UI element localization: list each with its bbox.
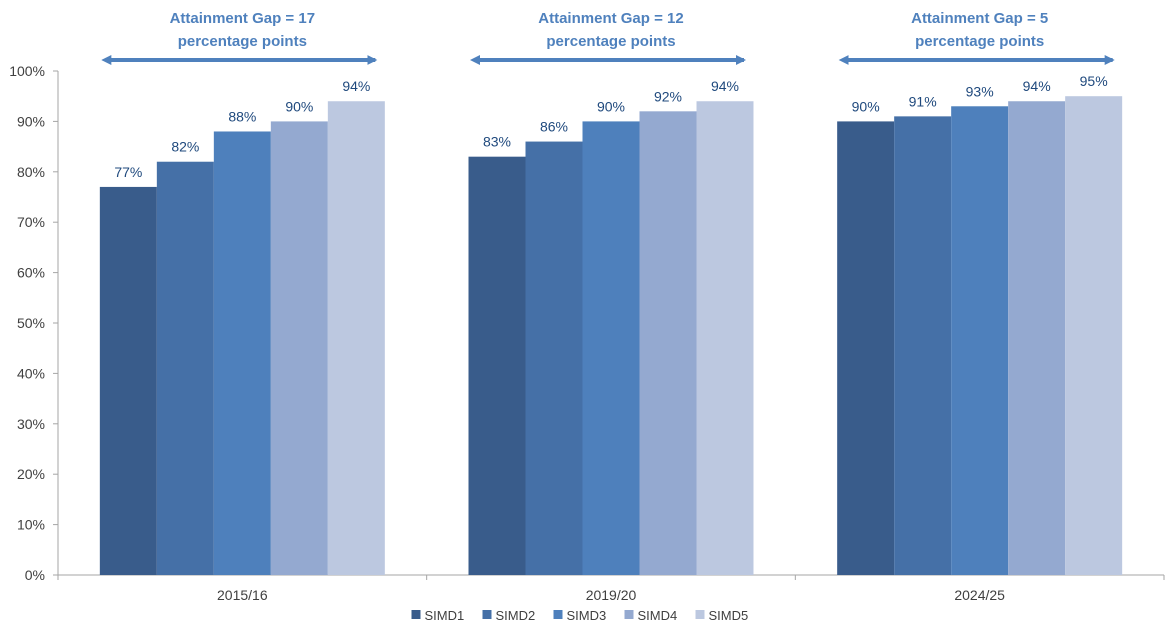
y-tick-label: 80% bbox=[17, 164, 45, 180]
y-tick-label: 0% bbox=[25, 567, 45, 583]
y-tick-label: 70% bbox=[17, 214, 45, 230]
data-label: 90% bbox=[285, 98, 313, 114]
gap-annotation-line1: Attainment Gap = 12 bbox=[538, 10, 683, 27]
legend-label-simd3: SIMD3 bbox=[567, 608, 607, 623]
legend-swatch-simd2 bbox=[482, 610, 492, 619]
gap-annotation-line1: Attainment Gap = 17 bbox=[170, 10, 315, 27]
bar-simd2-1 bbox=[525, 141, 583, 575]
data-label: 83% bbox=[483, 134, 511, 150]
bar-simd5-2 bbox=[1065, 96, 1123, 575]
data-labels-group: 77% 82% 88% 90% 94% 83% 86% 90% 92% 94% 90% 91% 93% 9… bbox=[114, 73, 1107, 180]
gap-annotation-line1: Attainment Gap = 5 bbox=[911, 10, 1048, 27]
data-label: 82% bbox=[171, 139, 199, 155]
data-label: 94% bbox=[711, 78, 739, 94]
legend-swatch-simd5 bbox=[695, 610, 705, 619]
y-tick-label: 30% bbox=[17, 416, 45, 432]
y-tick-label: 100% bbox=[9, 63, 45, 79]
x-tick-label: 2019/20 bbox=[586, 587, 637, 603]
legend-label-simd5: SIMD5 bbox=[709, 608, 749, 623]
bar-simd3-1 bbox=[582, 121, 640, 576]
legend-label-simd2: SIMD2 bbox=[496, 608, 536, 623]
y-tick-label: 60% bbox=[17, 265, 45, 281]
annotations-group: Attainment Gap = 17 percentage points Atta… bbox=[101, 10, 1115, 65]
legend-label-simd1: SIMD1 bbox=[425, 608, 465, 623]
y-tick-label: 50% bbox=[17, 315, 45, 331]
gap-annotation-line2: percentage points bbox=[178, 33, 307, 50]
data-label: 86% bbox=[540, 119, 568, 135]
y-axis: 0% 10% 20% 30% 40% 50% 60% 70% 80% 90% 100% bbox=[9, 63, 59, 583]
data-label: 92% bbox=[654, 88, 682, 104]
bar-simd5-0 bbox=[327, 101, 385, 576]
data-label: 90% bbox=[597, 98, 625, 114]
bar-simd4-0 bbox=[270, 121, 328, 576]
bar-simd1-0 bbox=[99, 186, 157, 576]
legend-swatch-simd3 bbox=[553, 610, 563, 619]
gap-annotation-line2: percentage points bbox=[915, 33, 1044, 50]
bar-simd4-1 bbox=[639, 111, 697, 575]
y-tick-label: 10% bbox=[17, 517, 45, 533]
data-label: 94% bbox=[342, 78, 370, 94]
x-axis: 2015/16 2019/20 2024/25 bbox=[57, 574, 1165, 603]
bar-simd2-0 bbox=[156, 161, 214, 575]
bar-simd3-2 bbox=[951, 106, 1009, 575]
y-tick-label: 90% bbox=[17, 113, 45, 129]
bar-simd1-1 bbox=[468, 156, 526, 575]
legend-swatch-simd1 bbox=[411, 610, 421, 619]
data-label: 88% bbox=[228, 108, 256, 124]
x-tick-label: 2024/25 bbox=[954, 587, 1005, 603]
data-label: 91% bbox=[909, 93, 937, 109]
legend-label-simd4: SIMD4 bbox=[638, 608, 678, 623]
y-tick-label: 20% bbox=[17, 466, 45, 482]
data-label: 94% bbox=[1023, 78, 1051, 94]
bars-group bbox=[99, 96, 1123, 576]
bar-simd2-2 bbox=[894, 116, 952, 576]
bar-simd3-0 bbox=[213, 131, 271, 576]
gap-annotation-line2: percentage points bbox=[546, 33, 675, 50]
x-tick-label: 2015/16 bbox=[217, 587, 268, 603]
data-label: 90% bbox=[852, 98, 880, 114]
bar-simd5-1 bbox=[696, 101, 754, 576]
data-label: 77% bbox=[114, 164, 142, 180]
legend: SIMD1 SIMD2 SIMD3 SIMD4 SIMD5 bbox=[411, 608, 749, 623]
bar-simd4-2 bbox=[1008, 101, 1066, 576]
y-tick-label: 40% bbox=[17, 365, 45, 381]
data-label: 93% bbox=[966, 83, 994, 99]
legend-swatch-simd4 bbox=[624, 610, 634, 619]
bar-simd1-2 bbox=[837, 121, 895, 576]
data-label: 95% bbox=[1080, 73, 1108, 89]
